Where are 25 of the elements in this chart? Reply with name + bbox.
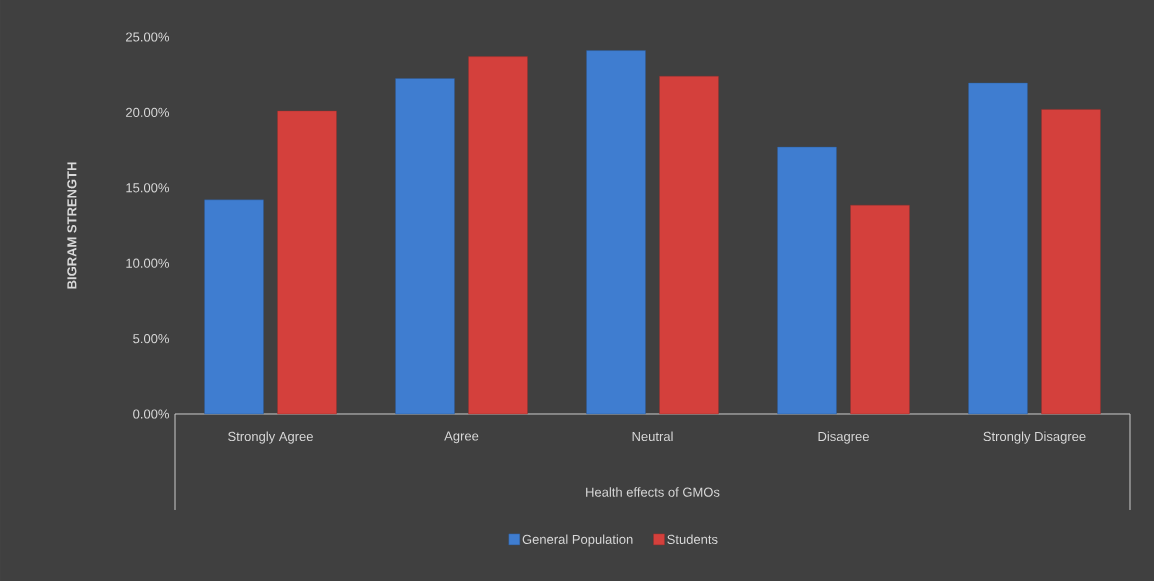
x-tick-label: Disagree <box>818 431 869 444</box>
bar <box>968 82 1028 415</box>
y-tick-label: 10.00% <box>126 258 170 268</box>
y-axis-title: BIGRAM STRENGTH <box>67 162 77 289</box>
x-tick-label: Neutral <box>632 431 673 442</box>
y-tick-label: 20.00% <box>126 107 170 117</box>
bar <box>395 78 455 415</box>
x-tick-label: Strongly Disagree <box>983 431 1086 444</box>
bar <box>586 50 646 415</box>
bar <box>204 199 264 415</box>
y-tick-label: 25.00% <box>126 32 170 42</box>
bar <box>659 76 719 415</box>
bar <box>277 110 337 415</box>
y-tick-label: 0.00% <box>133 409 170 419</box>
legend-label: Students <box>667 534 718 544</box>
y-tick-label: 15.00% <box>126 183 170 193</box>
x-tick-label: Agree <box>444 431 479 444</box>
bar <box>777 146 837 415</box>
bar <box>1041 109 1101 415</box>
x-axis-title: Health effects of GMOs <box>586 487 720 497</box>
bar <box>850 204 910 415</box>
bar <box>468 56 528 415</box>
x-tick-label: Strongly Agree <box>228 431 313 444</box>
y-tick-label: 5.00% <box>133 333 170 344</box>
legend-label: General Population <box>522 534 633 547</box>
